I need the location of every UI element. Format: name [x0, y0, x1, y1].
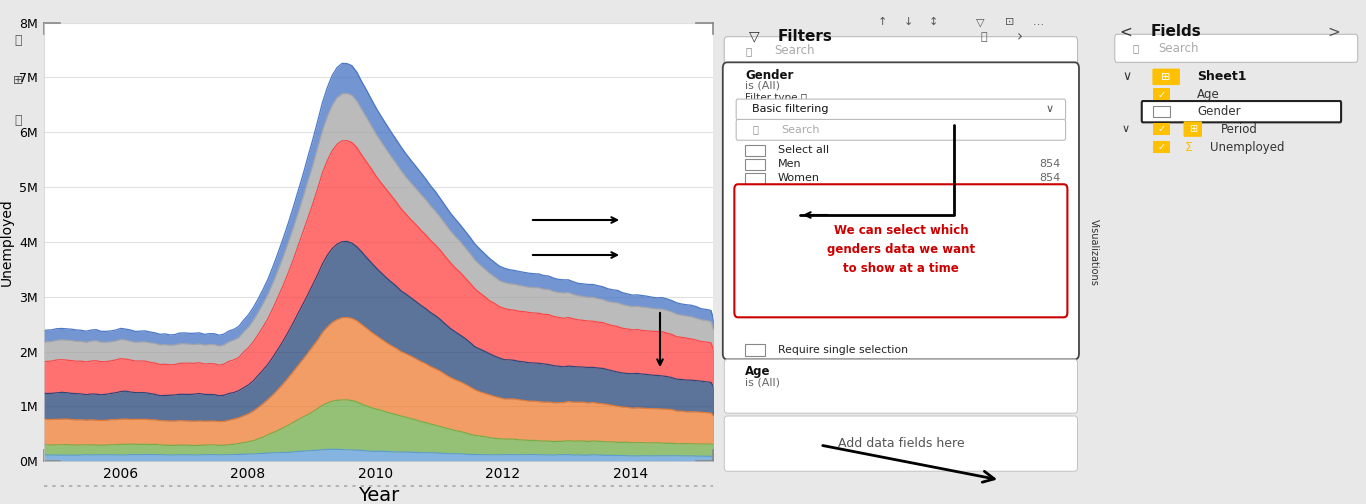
Text: Filters: Filters [777, 29, 833, 44]
Text: ↕: ↕ [929, 17, 938, 27]
Text: Σ: Σ [1184, 141, 1193, 154]
Text: …: … [1033, 17, 1044, 27]
Text: 🔍: 🔍 [746, 46, 751, 56]
Text: 📊: 📊 [15, 34, 22, 47]
Text: ⊞: ⊞ [1188, 124, 1197, 134]
X-axis label: Year: Year [358, 486, 399, 504]
Text: Select all: Select all [777, 145, 829, 155]
FancyBboxPatch shape [724, 37, 1078, 65]
Text: Search: Search [775, 44, 814, 57]
Text: Gender: Gender [1197, 105, 1240, 118]
Text: ›: › [1016, 29, 1023, 44]
FancyBboxPatch shape [746, 159, 765, 170]
Text: ⊞: ⊞ [14, 74, 23, 87]
FancyBboxPatch shape [736, 99, 1065, 120]
Text: Gender: Gender [746, 69, 794, 82]
Text: Fields: Fields [1150, 24, 1201, 39]
Text: Search: Search [1158, 42, 1199, 55]
Text: 🔒: 🔒 [981, 32, 988, 42]
FancyBboxPatch shape [746, 145, 765, 156]
Text: 854: 854 [1040, 173, 1060, 183]
Text: Sheet1: Sheet1 [1197, 71, 1247, 83]
FancyBboxPatch shape [1153, 89, 1171, 101]
Y-axis label: Unemployed: Unemployed [0, 198, 14, 286]
Text: Period: Period [1221, 122, 1258, 136]
Text: We can select which
genders data we want
to show at a time: We can select which genders data we want… [826, 224, 975, 275]
Text: ∨: ∨ [1121, 124, 1130, 134]
Text: Unemployed: Unemployed [1210, 141, 1285, 154]
Text: ↑: ↑ [878, 17, 888, 27]
Text: 🔍: 🔍 [1132, 43, 1139, 53]
Text: 🗂: 🗂 [15, 114, 22, 128]
Text: 🔍: 🔍 [753, 124, 758, 135]
Text: <: < [1120, 24, 1132, 39]
Text: is (All): is (All) [746, 377, 780, 388]
Text: ✓: ✓ [1157, 90, 1165, 100]
FancyBboxPatch shape [736, 119, 1065, 140]
Text: Search: Search [781, 124, 820, 135]
Text: ↓: ↓ [903, 17, 912, 27]
FancyBboxPatch shape [1183, 121, 1202, 137]
Text: Men: Men [777, 159, 802, 169]
FancyBboxPatch shape [723, 62, 1079, 359]
FancyBboxPatch shape [724, 416, 1078, 471]
Text: ⊡: ⊡ [1005, 17, 1014, 27]
FancyBboxPatch shape [735, 184, 1067, 318]
FancyBboxPatch shape [746, 173, 765, 184]
Text: >: > [1328, 24, 1340, 39]
FancyBboxPatch shape [1153, 106, 1171, 117]
FancyBboxPatch shape [1142, 101, 1341, 122]
Text: Add data fields here: Add data fields here [837, 437, 964, 450]
Text: Filter type ⓘ: Filter type ⓘ [746, 93, 807, 103]
Text: ✓: ✓ [1157, 124, 1165, 134]
Text: ▽: ▽ [749, 30, 759, 44]
Text: ⊞: ⊞ [1161, 72, 1171, 82]
Text: ▽: ▽ [977, 17, 985, 27]
Text: ✓: ✓ [1157, 142, 1165, 152]
Text: ∨: ∨ [1046, 104, 1053, 114]
Text: 854: 854 [1040, 159, 1060, 169]
Text: Women: Women [777, 173, 820, 183]
Text: Basic filtering: Basic filtering [753, 104, 829, 114]
FancyBboxPatch shape [724, 359, 1078, 413]
FancyBboxPatch shape [1153, 123, 1171, 136]
Text: Require single selection: Require single selection [777, 345, 908, 355]
Text: Age: Age [1197, 88, 1220, 101]
Text: ∨: ∨ [1121, 71, 1131, 83]
FancyBboxPatch shape [1153, 69, 1180, 85]
Text: Age: Age [746, 365, 770, 379]
FancyBboxPatch shape [1115, 34, 1358, 62]
Text: Visualizations: Visualizations [1089, 219, 1100, 285]
FancyBboxPatch shape [746, 344, 765, 355]
FancyBboxPatch shape [1153, 141, 1171, 153]
Text: is (All): is (All) [746, 80, 780, 90]
